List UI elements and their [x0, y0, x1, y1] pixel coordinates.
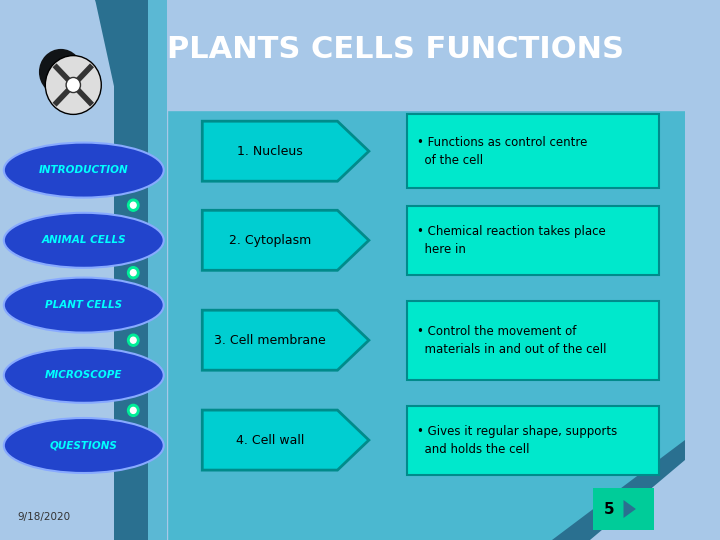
Polygon shape: [202, 310, 369, 370]
Polygon shape: [95, 0, 166, 110]
Polygon shape: [148, 0, 166, 540]
Polygon shape: [552, 440, 685, 540]
Text: ANIMAL CELLS: ANIMAL CELLS: [42, 235, 126, 245]
Text: • Gives it regular shape, supports
  and holds the cell: • Gives it regular shape, supports and h…: [417, 424, 617, 456]
Circle shape: [130, 269, 136, 276]
Bar: [148, 110, 685, 540]
Circle shape: [127, 404, 139, 416]
Text: INTRODUCTION: INTRODUCTION: [39, 165, 129, 175]
FancyBboxPatch shape: [408, 206, 659, 275]
Polygon shape: [202, 410, 369, 470]
Ellipse shape: [4, 348, 163, 403]
Polygon shape: [495, 0, 685, 110]
Circle shape: [66, 77, 81, 92]
Polygon shape: [624, 500, 636, 518]
FancyBboxPatch shape: [593, 488, 654, 530]
Text: 2. Cytoplasm: 2. Cytoplasm: [229, 234, 311, 247]
Polygon shape: [95, 0, 166, 240]
Text: 5: 5: [604, 502, 615, 516]
Ellipse shape: [4, 143, 163, 198]
FancyBboxPatch shape: [408, 406, 659, 475]
Polygon shape: [114, 0, 166, 540]
Text: • Chemical reaction takes place
  here in: • Chemical reaction takes place here in: [417, 225, 606, 256]
Ellipse shape: [4, 418, 163, 473]
Text: 4. Cell wall: 4. Cell wall: [235, 434, 304, 447]
FancyBboxPatch shape: [408, 114, 659, 188]
Circle shape: [130, 337, 136, 343]
Circle shape: [127, 267, 139, 279]
Text: PLANTS CELLS FUNCTIONS: PLANTS CELLS FUNCTIONS: [166, 36, 624, 64]
Bar: [0, 0, 166, 540]
Polygon shape: [202, 210, 369, 271]
Text: 9/18/2020: 9/18/2020: [17, 512, 71, 522]
Ellipse shape: [4, 278, 163, 333]
Text: PLANT CELLS: PLANT CELLS: [45, 300, 122, 310]
Circle shape: [130, 407, 136, 414]
Polygon shape: [202, 121, 369, 181]
Text: MICROSCOPE: MICROSCOPE: [45, 370, 122, 380]
Circle shape: [130, 202, 136, 208]
Bar: [148, 0, 685, 110]
Circle shape: [39, 49, 83, 95]
FancyBboxPatch shape: [408, 301, 659, 380]
Ellipse shape: [4, 213, 163, 268]
Circle shape: [45, 56, 102, 114]
Text: • Functions as control centre
  of the cell: • Functions as control centre of the cel…: [417, 136, 588, 167]
Polygon shape: [590, 460, 685, 540]
Text: • Control the movement of
  materials in and out of the cell: • Control the movement of materials in a…: [417, 325, 606, 356]
Text: QUESTIONS: QUESTIONS: [50, 441, 117, 450]
Text: 3. Cell membrane: 3. Cell membrane: [214, 334, 325, 347]
Text: 1. Nucleus: 1. Nucleus: [237, 145, 302, 158]
Circle shape: [127, 199, 139, 211]
Circle shape: [127, 334, 139, 346]
